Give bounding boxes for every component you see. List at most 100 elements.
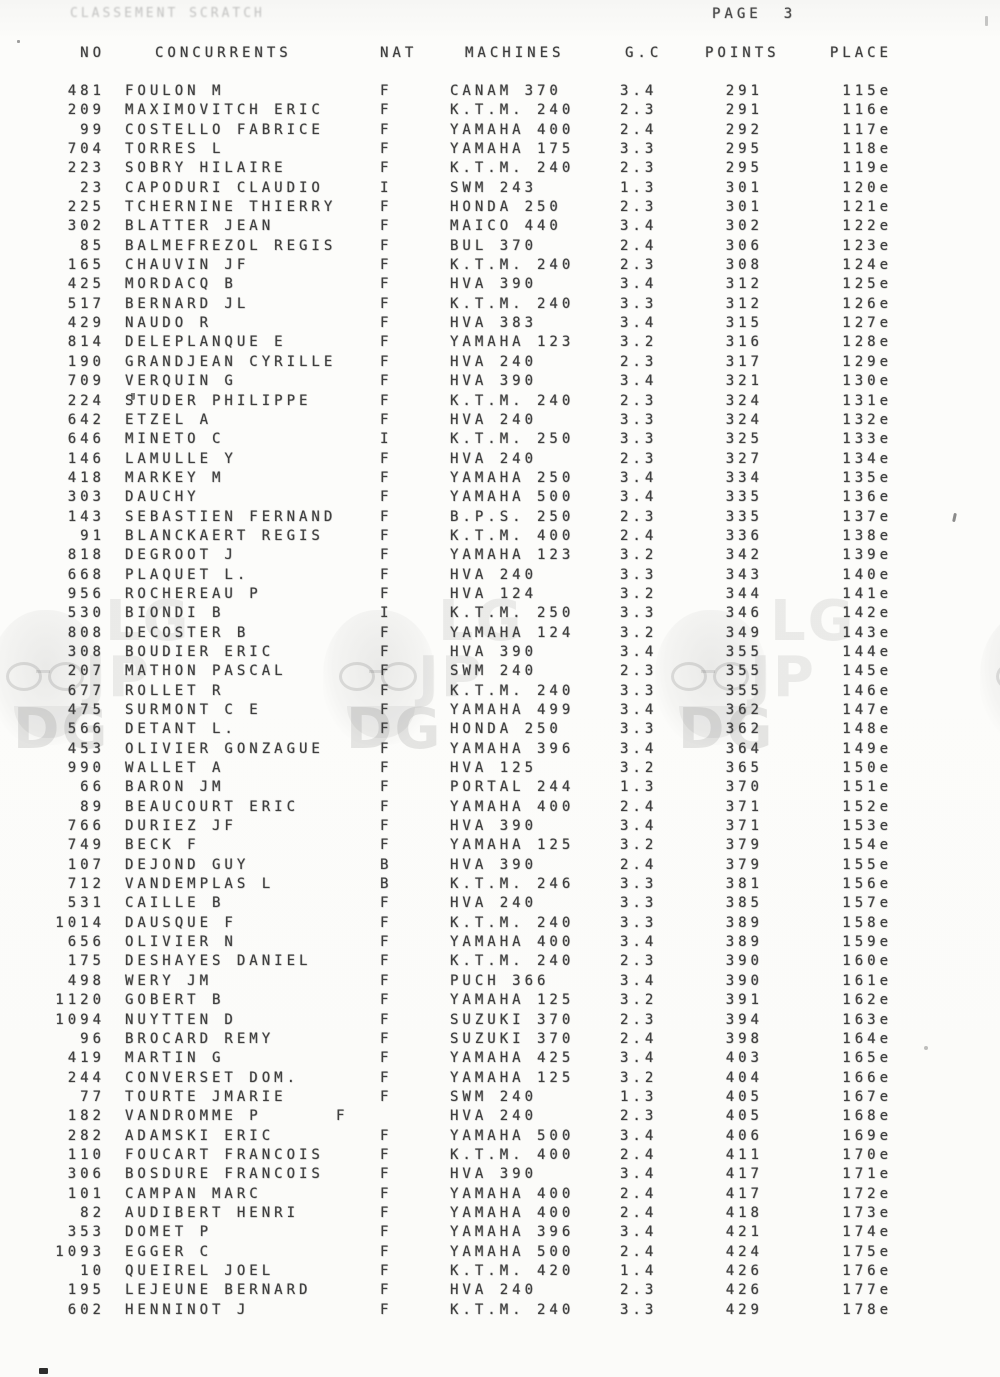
cell-nat: F <box>380 1069 393 1086</box>
cell-place: 145e <box>842 663 892 680</box>
cell-name: BOUDIER ERIC <box>125 643 275 660</box>
cell-nat: F <box>380 1224 393 1241</box>
cell-name: QUEIREL JOEL <box>125 1262 275 1279</box>
cell-name: DECOSTER B <box>125 624 250 641</box>
cell-name: DESHAYES DANIEL <box>125 953 312 970</box>
cell-place: 136e <box>842 489 892 506</box>
cell-nat: F <box>380 566 393 583</box>
cell-gc: 3.3 <box>620 605 658 622</box>
cell-no: 101 <box>67 1185 105 1202</box>
table-row: 353 DOMET P F YAMAHA 396 3.4 421 174e <box>0 1223 892 1242</box>
cell-name: TCHERNINE THIERRY <box>125 199 337 216</box>
cell-no: 766 <box>67 818 105 835</box>
cell-name: BLANCKAERT REGIS <box>125 527 324 544</box>
cell-gc: 3.4 <box>620 1224 658 1241</box>
table-row: 1093 EGGER C F YAMAHA 500 2.4 424 175e <box>0 1243 892 1262</box>
cell-no: 530 <box>67 605 105 622</box>
scan-speck <box>985 16 988 26</box>
cell-gc: 3.3 <box>620 1301 658 1318</box>
cell-no: 990 <box>67 760 105 777</box>
cell-gc: 3.2 <box>620 992 658 1009</box>
cell-points: 317 <box>725 353 763 370</box>
cell-no: 481 <box>67 83 105 99</box>
cell-no: 419 <box>67 1050 105 1067</box>
table-row: 195 LEJEUNE BERNARD F HVA 240 2.3 426 17… <box>0 1281 892 1300</box>
cell-name: LAMULLE Y <box>125 450 237 467</box>
cell-name: DURIEZ JF <box>125 818 237 835</box>
cell-place: 152e <box>842 798 892 815</box>
cell-nat: F <box>380 779 393 796</box>
cell-nat: F <box>380 1282 393 1299</box>
header-machines: MACHINES <box>465 45 565 61</box>
cell-no: 89 <box>80 798 105 815</box>
cell-points: 312 <box>725 295 763 312</box>
cell-name: DETANT L. <box>125 721 237 738</box>
cell-gc: 3.4 <box>620 740 658 757</box>
cell-nat: I <box>380 605 393 622</box>
cell-no: 814 <box>67 334 105 351</box>
cell-place: 122e <box>842 218 892 235</box>
cell-points: 405 <box>725 1108 763 1125</box>
cell-points: 315 <box>725 315 763 332</box>
cell-gc: 3.3 <box>620 411 658 428</box>
cell-no: 23 <box>80 179 105 196</box>
cell-machine: YAMAHA 396 <box>450 1224 575 1241</box>
cell-machine: HVA 390 <box>450 373 538 390</box>
cell-points: 291 <box>725 83 763 99</box>
cell-nat: F <box>380 469 393 486</box>
cell-name: MATHON PASCAL <box>125 663 287 680</box>
table-row: 89 BEAUCOURT ERIC F YAMAHA 400 2.4 371 1… <box>0 798 892 817</box>
cell-gc: 3.4 <box>620 643 658 660</box>
cell-name: LEJEUNE BERNARD <box>125 1282 312 1299</box>
cell-machine: K.T.M. 240 <box>450 257 575 274</box>
cell-place: 148e <box>842 721 892 738</box>
cell-nat: F <box>380 315 393 332</box>
cell-no: 1093 <box>55 1243 105 1260</box>
cell-nat: F <box>380 934 393 951</box>
cell-name: HENNINOT J <box>125 1301 250 1318</box>
cell-gc: 2.4 <box>620 1030 658 1047</box>
table-row: 175 DESHAYES DANIEL F K.T.M. 240 2.3 390… <box>0 952 892 971</box>
cell-gc: 3.4 <box>620 1127 658 1144</box>
cell-name: BALMEFREZOL REGIS <box>125 237 337 254</box>
cell-no: 308 <box>67 643 105 660</box>
cell-gc: 3.3 <box>620 566 658 583</box>
cell-name: DEGROOT J <box>125 547 237 564</box>
table-row: 418 MARKEY M F YAMAHA 250 3.4 334 135e <box>0 469 892 488</box>
cell-no: 712 <box>67 876 105 893</box>
cell-place: 128e <box>842 334 892 351</box>
cell-no: 209 <box>67 102 105 119</box>
cell-nat: F <box>380 1243 393 1260</box>
cell-place: 131e <box>842 392 892 409</box>
cell-no: 531 <box>67 895 105 912</box>
cell-points: 404 <box>725 1069 763 1086</box>
table-row: 207 MATHON PASCAL F SWM 240 2.3 355 145e <box>0 662 892 681</box>
cell-place: 141e <box>842 585 892 602</box>
cell-points: 295 <box>725 141 763 158</box>
cell-points: 362 <box>725 702 763 718</box>
cell-nat: F <box>380 295 393 312</box>
cell-place: 154e <box>842 837 892 854</box>
cell-name: ROCHEREAU P <box>125 585 262 602</box>
cell-gc: 3.2 <box>620 1069 658 1086</box>
table-row: 66 BARON JM F PORTAL 244 1.3 370 151e <box>0 778 892 797</box>
cell-nat: F <box>380 663 393 680</box>
cell-nat: F <box>380 1262 393 1279</box>
cell-nat: F <box>380 895 393 912</box>
cell-name: CAMPAN MARC <box>125 1185 262 1202</box>
cell-name: BARON JM <box>125 779 225 796</box>
cell-no: 10 <box>80 1262 105 1279</box>
cell-machine: YAMAHA 500 <box>450 489 575 506</box>
cell-no: 642 <box>67 411 105 428</box>
cell-name: VANDROMME P <box>125 1108 262 1125</box>
cell-no: 110 <box>67 1146 105 1163</box>
cell-gc: 3.4 <box>620 1166 658 1183</box>
cell-place: 162e <box>842 992 892 1009</box>
cell-gc: 2.3 <box>620 257 658 274</box>
cell-gc: 3.4 <box>620 489 658 506</box>
table-row: 481 FOULON M F CANAM 370 3.4 291 115e <box>0 82 892 101</box>
cell-no: 96 <box>80 1030 105 1047</box>
table-row: 101 CAMPAN MARC F YAMAHA 400 2.4 417 172… <box>0 1185 892 1204</box>
cell-place: 168e <box>842 1108 892 1125</box>
table-header-row: NO CONCURRENTS NAT MACHINES G.C POINTS P… <box>0 44 892 63</box>
